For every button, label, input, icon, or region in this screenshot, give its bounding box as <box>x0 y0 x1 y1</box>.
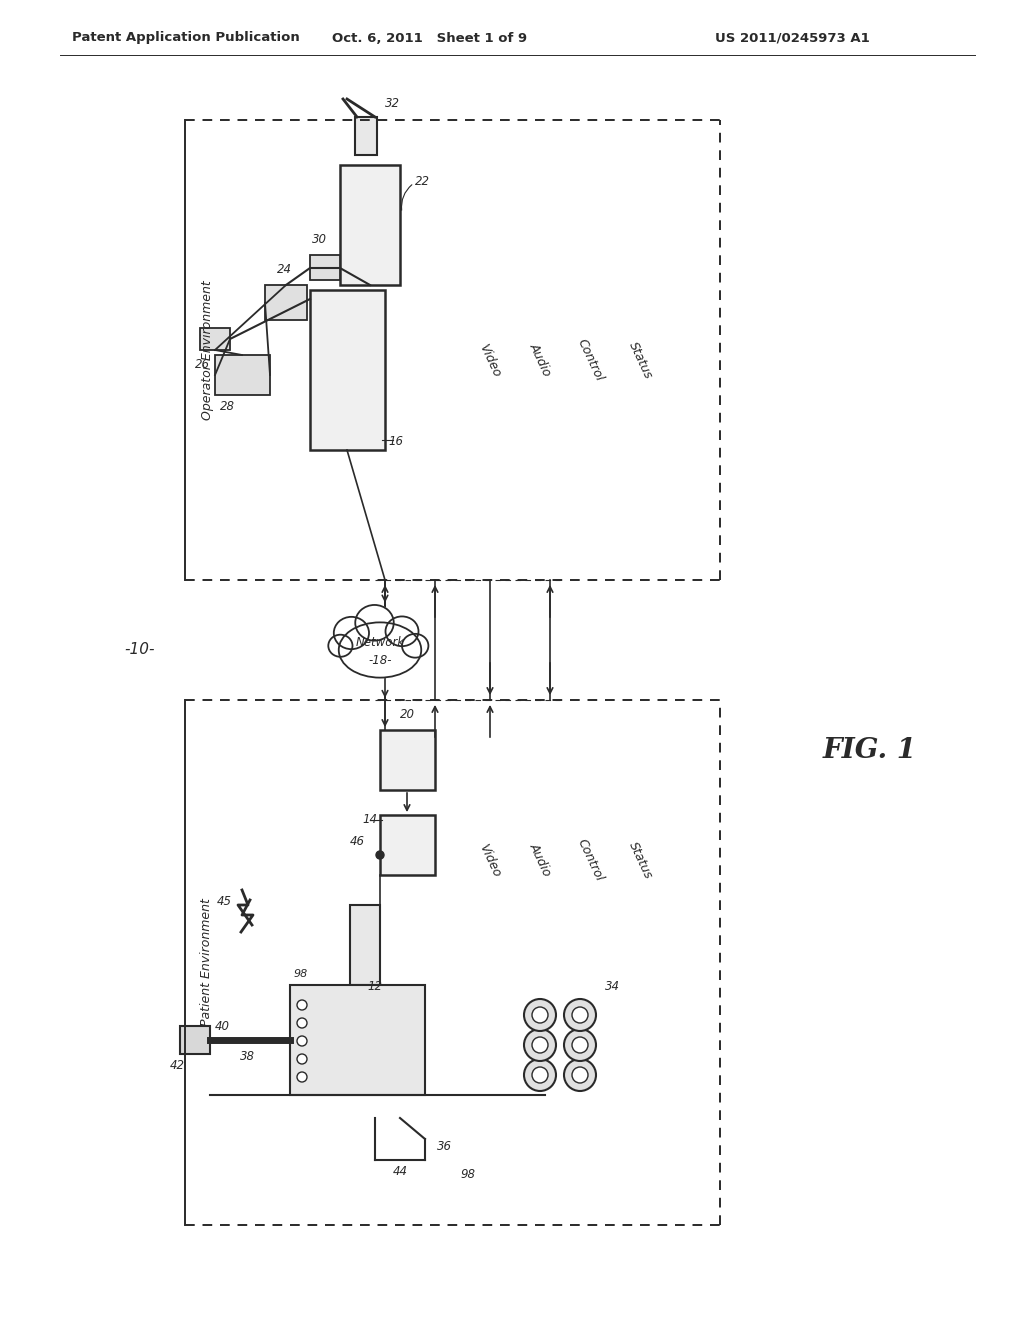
Text: 46: 46 <box>350 836 365 847</box>
Circle shape <box>564 999 596 1031</box>
Bar <box>380 730 435 789</box>
Text: Video: Video <box>476 342 504 379</box>
Ellipse shape <box>329 635 352 657</box>
Circle shape <box>376 851 384 859</box>
Text: Network: Network <box>355 635 404 648</box>
Circle shape <box>572 1067 588 1082</box>
Bar <box>340 165 400 285</box>
Text: 44: 44 <box>392 1166 408 1177</box>
Circle shape <box>572 1038 588 1053</box>
Text: Audio: Audio <box>526 841 553 879</box>
Circle shape <box>297 1036 307 1045</box>
Bar <box>200 327 230 350</box>
Text: 45: 45 <box>217 895 232 908</box>
Text: 14: 14 <box>362 813 377 826</box>
Circle shape <box>572 1007 588 1023</box>
Text: Control: Control <box>574 837 605 883</box>
Text: 34: 34 <box>605 979 620 993</box>
Bar <box>355 117 377 154</box>
Bar <box>380 814 435 875</box>
Text: 42: 42 <box>170 1059 185 1072</box>
Text: 36: 36 <box>437 1140 452 1152</box>
Text: Patient Environment: Patient Environment <box>201 899 213 1027</box>
Text: Video: Video <box>476 841 504 879</box>
Text: 32: 32 <box>385 96 400 110</box>
Bar <box>310 255 340 280</box>
Circle shape <box>297 1053 307 1064</box>
Text: -18-: -18- <box>369 653 392 667</box>
Circle shape <box>524 999 556 1031</box>
Text: Patent Application Publication: Patent Application Publication <box>72 32 300 45</box>
Circle shape <box>297 1001 307 1010</box>
Text: 12: 12 <box>367 979 382 993</box>
Ellipse shape <box>334 616 369 649</box>
Text: 26: 26 <box>195 358 210 371</box>
Text: Audio: Audio <box>526 342 553 379</box>
Circle shape <box>564 1030 596 1061</box>
Text: Control: Control <box>574 337 605 383</box>
Bar <box>290 985 425 1096</box>
Bar <box>215 355 270 395</box>
Bar <box>180 1026 210 1053</box>
Bar <box>350 906 380 985</box>
Bar <box>265 285 307 319</box>
Text: 28: 28 <box>220 400 234 413</box>
Circle shape <box>524 1030 556 1061</box>
Ellipse shape <box>355 605 394 640</box>
Circle shape <box>297 1072 307 1082</box>
Text: 98: 98 <box>460 1168 475 1181</box>
Text: 24: 24 <box>278 263 292 276</box>
Text: FIG. 1: FIG. 1 <box>823 737 918 763</box>
Text: US 2011/0245973 A1: US 2011/0245973 A1 <box>715 32 870 45</box>
Bar <box>310 290 385 450</box>
Ellipse shape <box>339 622 421 677</box>
Text: 22: 22 <box>415 176 430 187</box>
Text: Status: Status <box>626 339 654 380</box>
Circle shape <box>564 1059 596 1092</box>
Text: Operator Environment: Operator Environment <box>201 280 213 420</box>
Ellipse shape <box>402 634 428 657</box>
Text: Status: Status <box>626 840 654 880</box>
Text: 98: 98 <box>294 969 308 979</box>
Text: Oct. 6, 2011   Sheet 1 of 9: Oct. 6, 2011 Sheet 1 of 9 <box>333 32 527 45</box>
Text: 30: 30 <box>312 234 327 246</box>
Circle shape <box>524 1059 556 1092</box>
Text: 16: 16 <box>388 436 403 447</box>
Text: 20: 20 <box>399 708 415 721</box>
Text: -10-: -10- <box>125 643 156 657</box>
Ellipse shape <box>385 616 419 647</box>
Circle shape <box>297 1018 307 1028</box>
Text: 40: 40 <box>215 1020 230 1034</box>
Circle shape <box>532 1038 548 1053</box>
Circle shape <box>532 1007 548 1023</box>
Circle shape <box>532 1067 548 1082</box>
Text: 38: 38 <box>240 1049 255 1063</box>
